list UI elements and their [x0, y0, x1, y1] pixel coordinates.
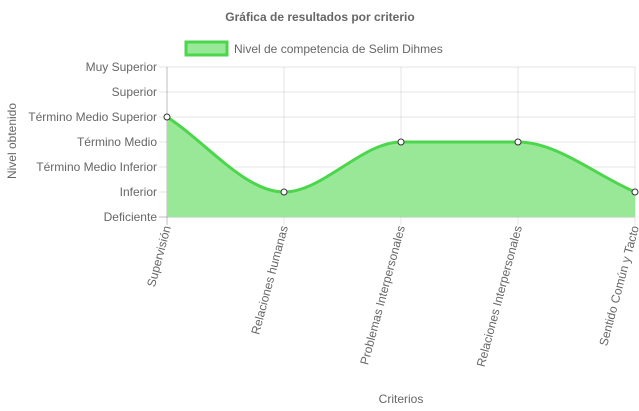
data-point	[280, 188, 288, 196]
data-point	[631, 188, 639, 196]
y-axis-labels: Deficiente Inferior Término Medio Inferior…	[28, 60, 157, 224]
y-axis-title: Nivel obtenido	[5, 103, 19, 179]
x-tick-label: Sentido Común y Tacto	[596, 224, 639, 348]
x-tick-label: Problemas Interpersonales	[357, 224, 408, 366]
data-point	[163, 113, 171, 121]
y-tick-label: Término Medio Inferior	[36, 160, 157, 174]
legend-label[interactable]: Nivel de competencia de Selim Dihmes	[234, 42, 443, 56]
y-tick-label: Inferior	[120, 185, 157, 199]
chart-title: Gráfica de resultados por criterio	[225, 10, 414, 24]
y-tick-label: Término Medio	[77, 135, 157, 149]
legend[interactable]: Nivel de competencia de Selim Dihmes	[184, 40, 443, 57]
y-tick-label: Muy Superior	[86, 60, 157, 74]
data-points	[163, 113, 639, 196]
y-tick-label: Deficiente	[104, 210, 158, 224]
x-tick-label: Relaciones Interpersonales	[474, 224, 525, 368]
x-axis-title: Criterios	[379, 392, 424, 406]
data-point	[397, 138, 405, 146]
y-tick-label: Término Medio Superior	[28, 110, 157, 124]
y-tick-label: Superior	[112, 85, 157, 99]
x-tick-label: Relaciones humanas	[248, 224, 291, 336]
legend-swatch[interactable]	[184, 40, 229, 57]
x-tick-label: Supervisión	[144, 224, 174, 288]
x-axis-labels: Supervisión Relaciones humanas Problemas I…	[144, 224, 639, 368]
data-point	[514, 138, 522, 146]
